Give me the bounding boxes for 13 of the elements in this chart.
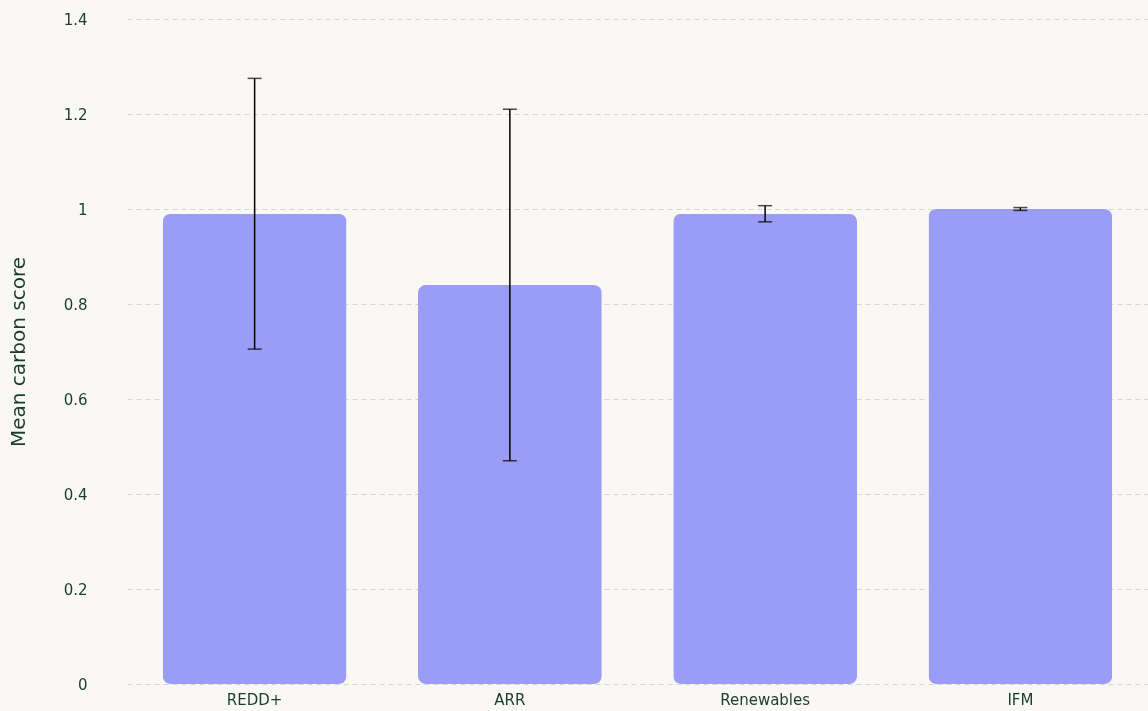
x-tick-label: Renewables	[720, 690, 811, 709]
y-tick-label: 0.4	[63, 485, 88, 504]
y-tick-label: 0.8	[63, 295, 88, 314]
y-axis-title: Mean carbon score	[5, 256, 30, 448]
y-tick-label: 1	[77, 200, 88, 219]
y-tick-label: 0.2	[63, 580, 88, 599]
x-tick-label: IFM	[1007, 690, 1034, 709]
y-tick-label: 1.2	[63, 105, 88, 124]
x-tick-label: ARR	[494, 690, 526, 709]
y-tick-label: 1.4	[63, 10, 88, 29]
x-tick-label: REDD+	[226, 690, 283, 709]
y-tick-label: 0	[77, 675, 88, 694]
y-tick-label: 0.6	[63, 390, 88, 409]
